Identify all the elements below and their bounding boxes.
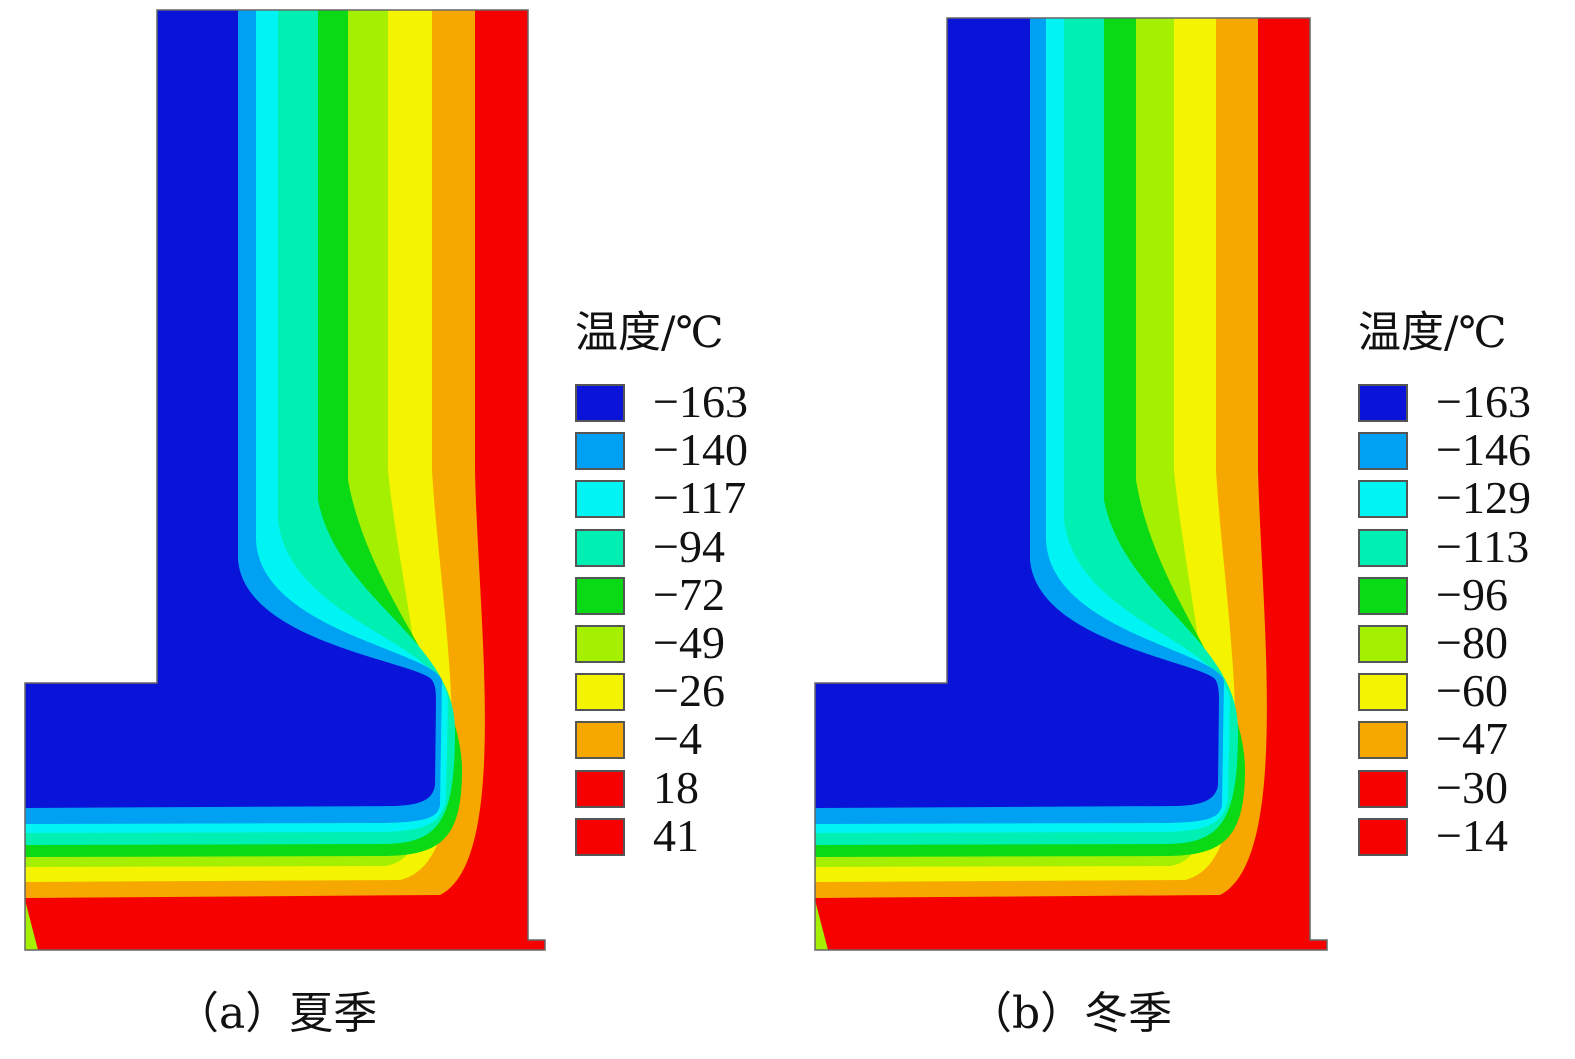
legend-list: −163 −140 −117 −94 −72 −49 −26 −4 18 41 (575, 376, 748, 862)
legend-label: −146 (1436, 424, 1531, 476)
legend-item: 18 (575, 762, 724, 814)
legend-label: 41 (653, 809, 699, 861)
legend-label: −14 (1436, 809, 1508, 861)
legend-item: −163 (575, 376, 748, 428)
legend-swatch (1358, 721, 1408, 760)
legend-swatch (575, 673, 625, 712)
legend-label: 18 (653, 761, 699, 813)
legend-label: −163 (1436, 376, 1531, 427)
legend-label: −117 (653, 472, 747, 524)
legend-label: −113 (1436, 520, 1530, 572)
legend-item: −113 (1358, 521, 1529, 573)
legend-item: −60 (1358, 665, 1508, 717)
legend-item: −140 (575, 424, 748, 476)
legend-item: −72 (575, 569, 725, 621)
legend-label: −129 (1436, 472, 1531, 524)
legend-swatch (575, 528, 625, 567)
caption-winter: （b）冬季 (968, 988, 1173, 1039)
band-corner (25, 900, 38, 950)
legend-item: −146 (1358, 424, 1531, 476)
legend-swatch (1358, 817, 1408, 856)
legend-label: −4 (653, 713, 702, 765)
legend-item: −117 (575, 472, 746, 524)
band-corner (815, 900, 828, 950)
legend-item: −14 (1358, 810, 1508, 862)
legend-label: −26 (653, 665, 725, 717)
legend-swatch (575, 817, 625, 856)
legend-item: −129 (1358, 472, 1531, 524)
legend-item: −94 (575, 521, 725, 573)
legend-item: −30 (1358, 762, 1508, 814)
legend-swatch (575, 721, 625, 760)
legend-swatch (1358, 480, 1408, 519)
legend-label: −96 (1436, 568, 1508, 620)
legend-item: −49 (575, 617, 725, 669)
legend-swatch (575, 769, 625, 808)
legend-swatch (1358, 673, 1408, 712)
legend-title: 温度/℃ (575, 308, 724, 358)
legend-swatch (575, 624, 625, 663)
legend-swatch (1358, 528, 1408, 567)
legend-label: −140 (653, 424, 748, 476)
legend-label: −49 (653, 616, 725, 668)
legend-swatch (1358, 769, 1408, 808)
legend-item: −26 (575, 665, 725, 717)
legend-swatch (1358, 576, 1408, 615)
temperature-contour-summer (24, 9, 546, 951)
legend-swatch (575, 480, 625, 519)
legend-label: −80 (1436, 616, 1508, 668)
contour-outline (24, 9, 546, 951)
legend-list: −163 −146 −129 −113 −96 −80 −60 −47 −30 −14 (1358, 376, 1531, 862)
legend-summer: 温度/℃ −163 −140 −117 −94 −72 −49 −26 −4 18 41 (575, 304, 748, 862)
panel-winter: 温度/℃ −163 −146 −129 −113 −96 −80 −60 −47 −30 −14 … (790, 0, 1575, 1059)
legend-swatch (575, 384, 625, 422)
legend-item: −47 (1358, 713, 1508, 765)
contour-outline (814, 17, 1328, 951)
legend-swatch (1358, 384, 1408, 422)
caption-summer: （a）夏季 (175, 988, 378, 1039)
legend-title: 温度/℃ (1358, 308, 1507, 358)
legend-item: 41 (575, 810, 724, 862)
legend-swatch (575, 576, 625, 615)
legend-item: −4 (575, 713, 724, 765)
legend-label: −60 (1436, 665, 1508, 717)
legend-label: −94 (653, 520, 725, 572)
legend-item: −80 (1358, 617, 1508, 669)
legend-item: −163 (1358, 376, 1531, 428)
legend-item: −96 (1358, 569, 1508, 621)
legend-label: −30 (1436, 761, 1508, 813)
legend-swatch (1358, 624, 1408, 663)
temperature-contour-winter (814, 17, 1328, 951)
legend-label: −72 (653, 568, 725, 620)
legend-swatch (575, 432, 625, 471)
legend-label: −47 (1436, 713, 1508, 765)
panel-summer: 温度/℃ −163 −140 −117 −94 −72 −49 −26 −4 18 41 （a）夏… (0, 0, 787, 1059)
legend-swatch (1358, 432, 1408, 471)
legend-label: −163 (653, 376, 748, 427)
legend-winter: 温度/℃ −163 −146 −129 −113 −96 −80 −60 −47 −30 −14 (1358, 304, 1531, 862)
